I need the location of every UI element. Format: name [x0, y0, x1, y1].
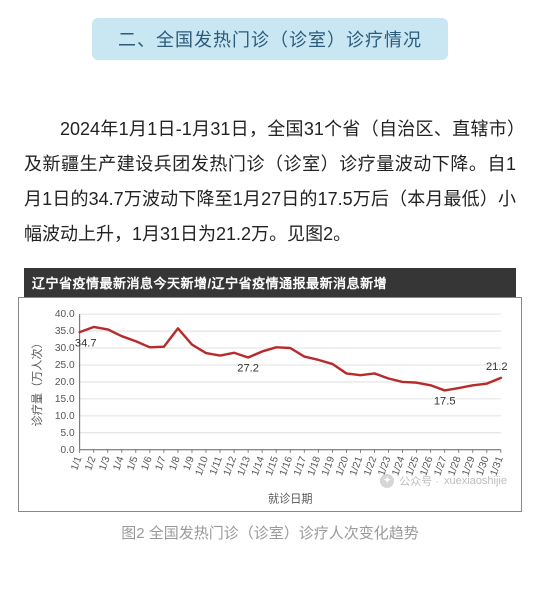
svg-text:0.0: 0.0 — [61, 445, 75, 456]
svg-text:20.0: 20.0 — [55, 377, 75, 388]
svg-text:5.0: 5.0 — [61, 428, 75, 439]
svg-text:30.0: 30.0 — [55, 343, 75, 354]
svg-text:34.7: 34.7 — [75, 338, 97, 350]
svg-text:10.0: 10.0 — [55, 411, 75, 422]
news-sub-banner: 辽宁省疫情最新消息今天新增/辽宁省疫情通报最新消息新增 — [24, 268, 516, 297]
chart-caption: 图2 全国发热门诊（诊室）诊疗人次变化趋势 — [0, 512, 540, 559]
svg-text:15.0: 15.0 — [55, 394, 75, 405]
svg-text:17.5: 17.5 — [434, 396, 456, 408]
svg-text:21.2: 21.2 — [486, 361, 508, 373]
line-chart: 0.05.010.015.020.025.030.035.040.01/11/2… — [27, 306, 513, 509]
body-paragraph: 2024年1月1日-1月31日，全国31个省（自治区、直辖市）及新疆生产建设兵团… — [0, 84, 540, 264]
svg-text:就诊日期: 就诊日期 — [268, 492, 313, 506]
svg-text:25.0: 25.0 — [55, 360, 75, 371]
svg-text:40.0: 40.0 — [55, 310, 75, 321]
svg-text:27.2: 27.2 — [237, 363, 259, 375]
section-title-pill: 二、全国发热门诊（诊室）诊疗情况 — [92, 18, 448, 60]
chart-container: 0.05.010.015.020.025.030.035.040.01/11/2… — [18, 297, 522, 512]
svg-text:诊疗量（万人次）: 诊疗量（万人次） — [30, 338, 44, 427]
svg-text:35.0: 35.0 — [55, 326, 75, 337]
section-header: 二、全国发热门诊（诊室）诊疗情况 — [0, 0, 540, 84]
